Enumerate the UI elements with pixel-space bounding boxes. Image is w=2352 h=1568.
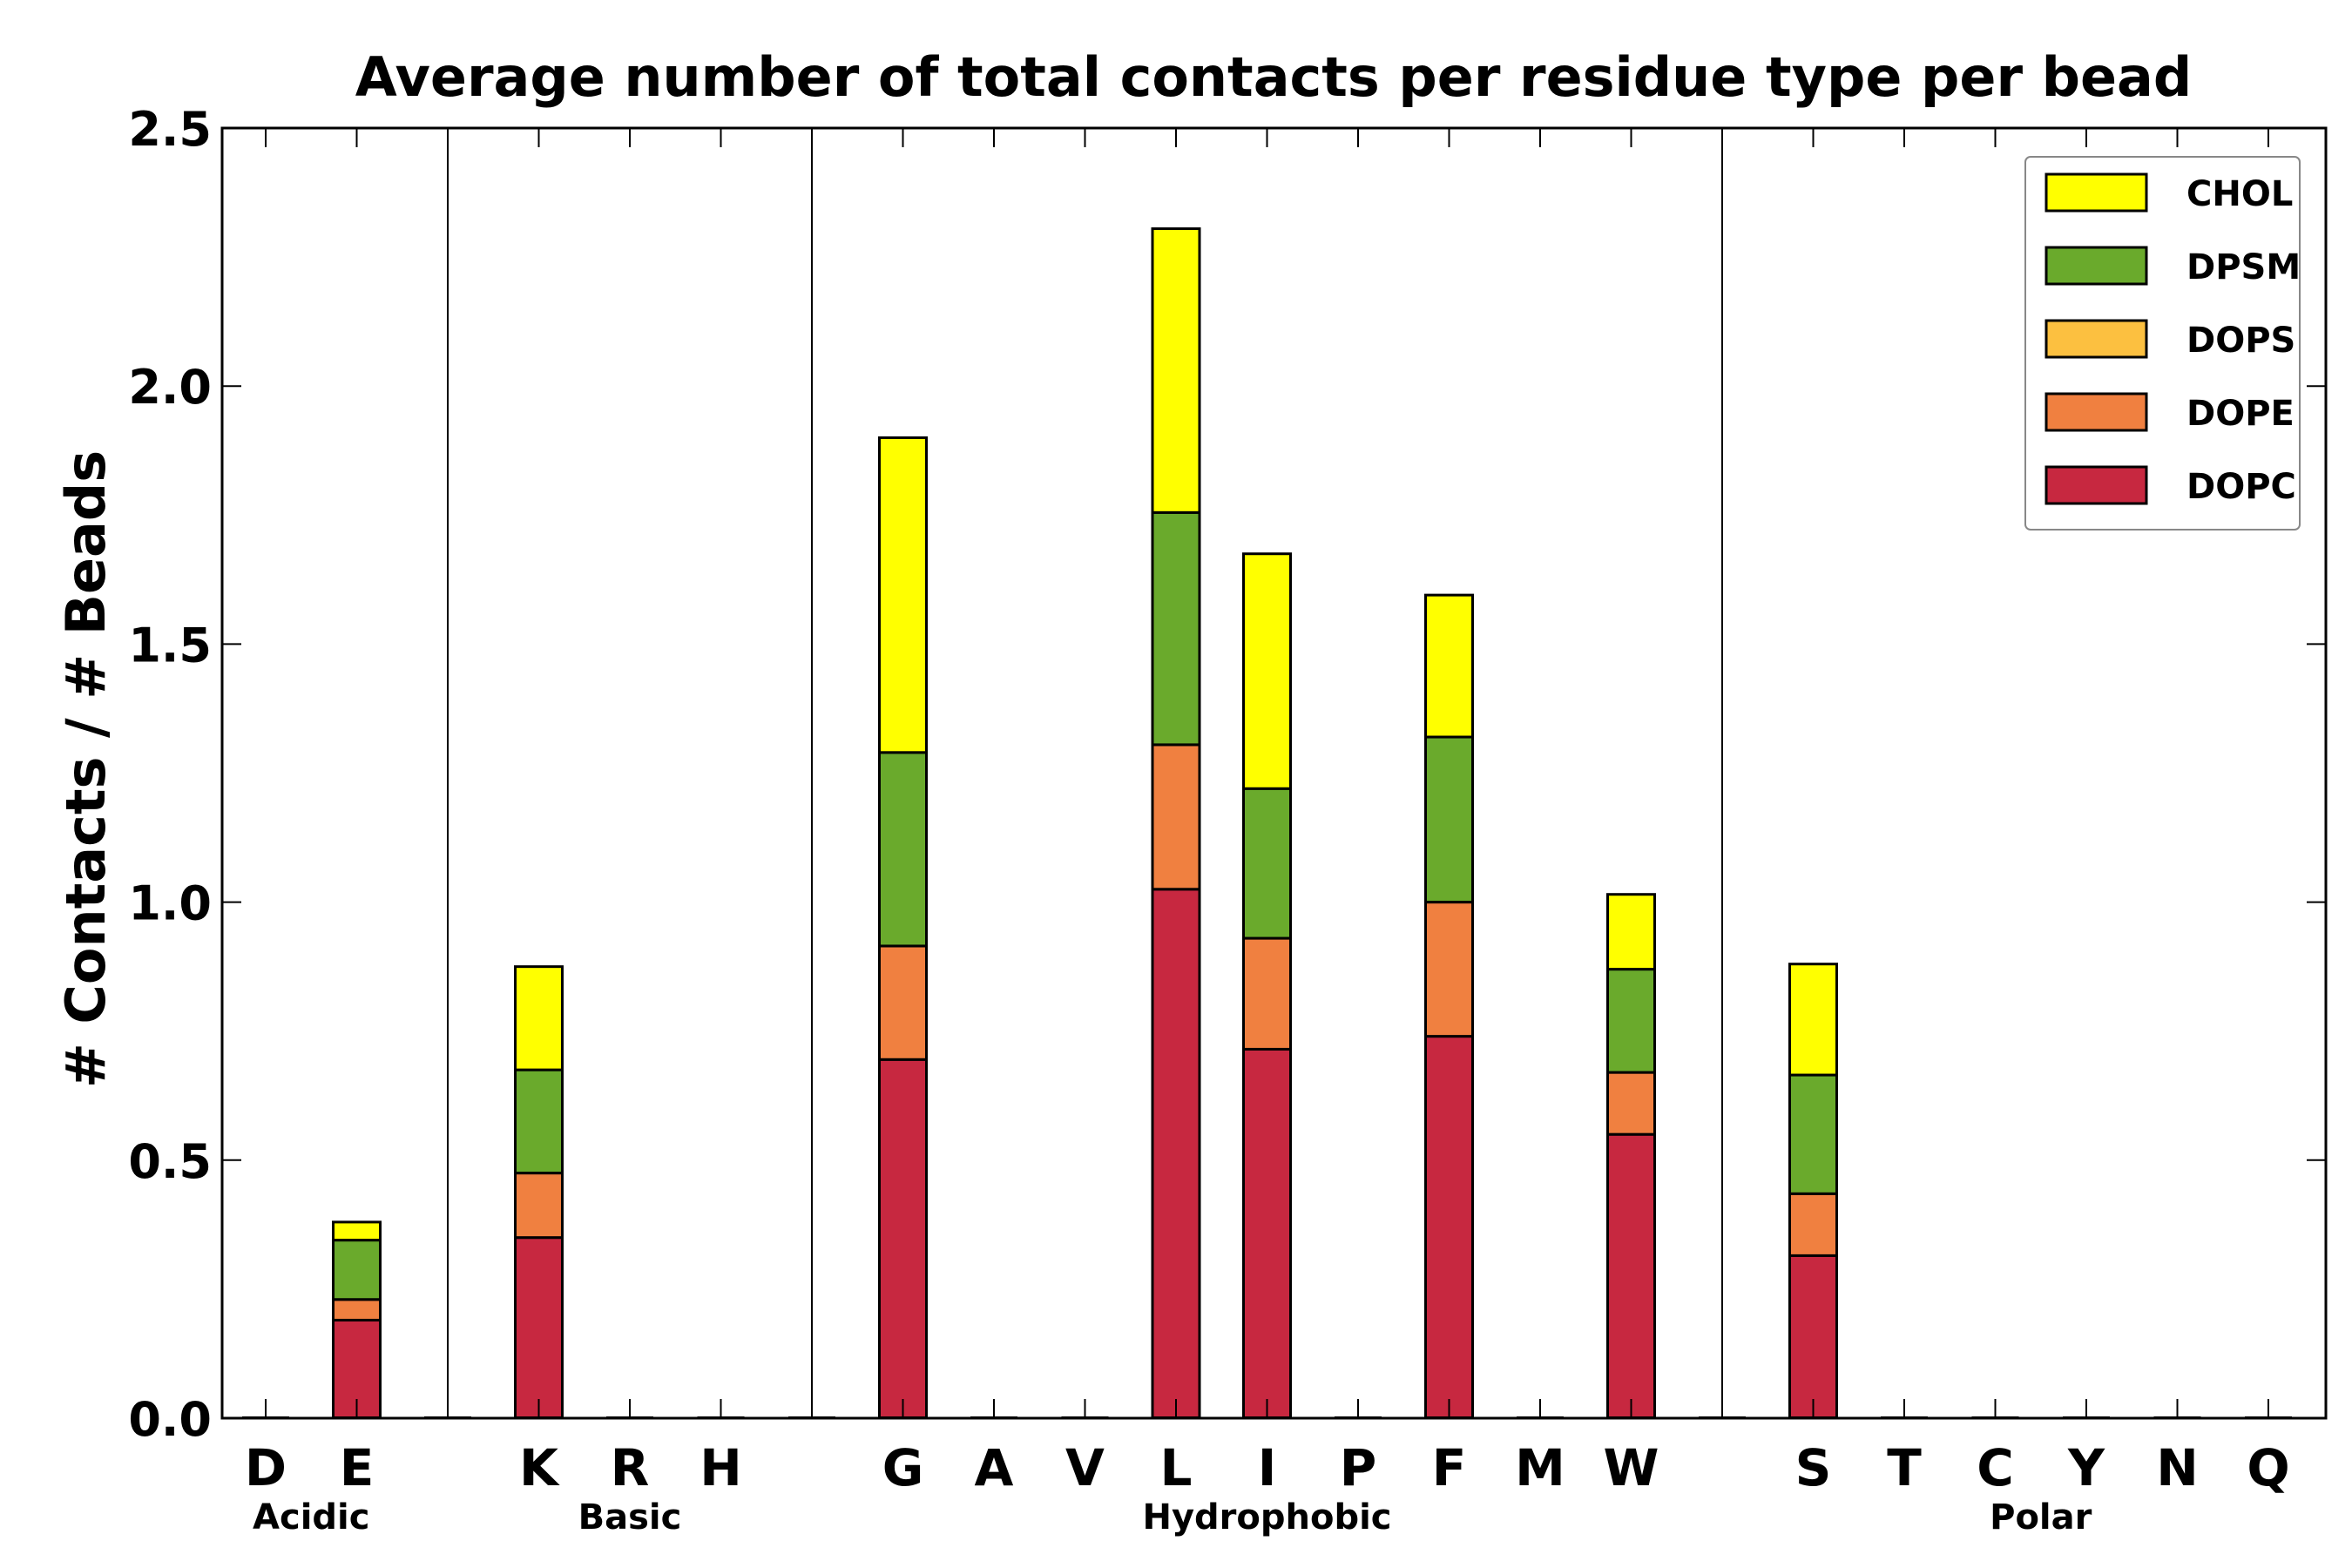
y-tick-label: 1.5 [128,618,212,672]
bar-L-dpsm [1151,510,1201,747]
bar-E-dope [332,1298,382,1321]
x-tick-label: D [245,1438,287,1497]
bar-G-dpsm [878,751,928,948]
bar-W-dpsm [1606,968,1656,1074]
x-tick-label: W [1604,1438,1659,1497]
y-tick-label: 2.5 [128,102,212,157]
bar-E-dpsm [332,1239,382,1301]
x-tick-label: V [1065,1438,1105,1497]
legend: CHOL DPSM DOPS DOPE DOPC [2024,156,2301,531]
legend-swatch-dpsm [2044,246,2148,286]
bar-W-chol [1606,893,1656,971]
bar-F-dope [1424,901,1474,1038]
x-tick-label: Y [2067,1438,2105,1497]
y-tick-label: 0.0 [128,1392,212,1447]
bar-S-chol [1788,963,1838,1077]
bar-G-dope [878,944,928,1061]
plot-frame [220,126,2328,1420]
group-label-polar: Polar [1990,1497,2092,1538]
legend-label-dops: DOPS [2186,321,2295,361]
bar-I-dopc [1242,1047,1292,1420]
plot-area: D E K R H G A V L I P F M W S T C Y N Q Acidic Basic Hydrophob… [128,102,2328,1538]
y-tick-label: 1.0 [128,876,212,931]
bar-F-chol [1424,593,1474,739]
bar-L-chol [1151,227,1201,514]
legend-label-dpsm: DPSM [2186,247,2301,287]
bar-G-chol [878,436,928,754]
x-tick-label: G [882,1438,924,1497]
bar-K-dope [514,1172,564,1240]
x-tick-label: C [1977,1438,2014,1497]
x-tick-label: E [340,1438,375,1497]
bar-S-dopc [1788,1254,1838,1420]
bar-L-dope [1151,743,1201,891]
x-tick-label: P [1340,1438,1377,1497]
chart-title: Average number of total contacts per res… [355,45,2193,109]
bar-I-chol [1242,552,1292,790]
bar-K-dpsm [514,1068,564,1175]
legend-swatch-dopc [2044,465,2148,505]
legend-swatch-dope [2044,392,2148,432]
bar-K-dopc [514,1236,564,1420]
x-tick-label: M [1515,1438,1565,1497]
y-axis-label: # Contacts / # Beads [54,450,118,1088]
x-tick-label: I [1258,1438,1277,1497]
x-tick-label: H [700,1438,742,1497]
bar-F-dopc [1424,1035,1474,1420]
bar-I-dope [1242,936,1292,1051]
legend-label-dope: DOPE [2186,394,2295,434]
bar-I-dpsm [1242,787,1292,940]
legend-label-dopc: DOPC [2186,467,2296,507]
x-tick-label: K [519,1438,560,1497]
x-tick-label: Q [2247,1438,2289,1497]
x-tick-label: A [975,1438,1014,1497]
bar-S-dpsm [1788,1073,1838,1195]
bar-L-dopc [1151,888,1201,1420]
legend-swatch-dops [2044,319,2148,359]
x-tick-label: F [1432,1438,1467,1497]
legend-label-chol: CHOL [2186,174,2293,214]
group-label-basic: Basic [578,1497,682,1538]
bar-W-dope [1606,1071,1656,1136]
x-tick-label: N [2156,1438,2199,1497]
x-tick-label: L [1160,1438,1193,1497]
bar-S-dope [1788,1192,1838,1257]
bar-G-dopc [878,1058,928,1420]
bar-W-dopc [1606,1132,1656,1420]
bar-F-dpsm [1424,735,1474,904]
y-tick-label: 2.0 [128,360,212,415]
bar-E-chol [332,1220,382,1242]
legend-swatch-chol [2044,172,2148,213]
x-tick-label: S [1795,1438,1832,1497]
x-tick-label: T [1887,1438,1922,1497]
y-tick-label: 0.5 [128,1134,212,1189]
group-label-acidic: Acidic [253,1497,369,1538]
bar-K-chol [514,965,564,1071]
x-tick-label: R [611,1438,650,1497]
group-label-hydrophobic: Hydrophobic [1142,1497,1391,1538]
